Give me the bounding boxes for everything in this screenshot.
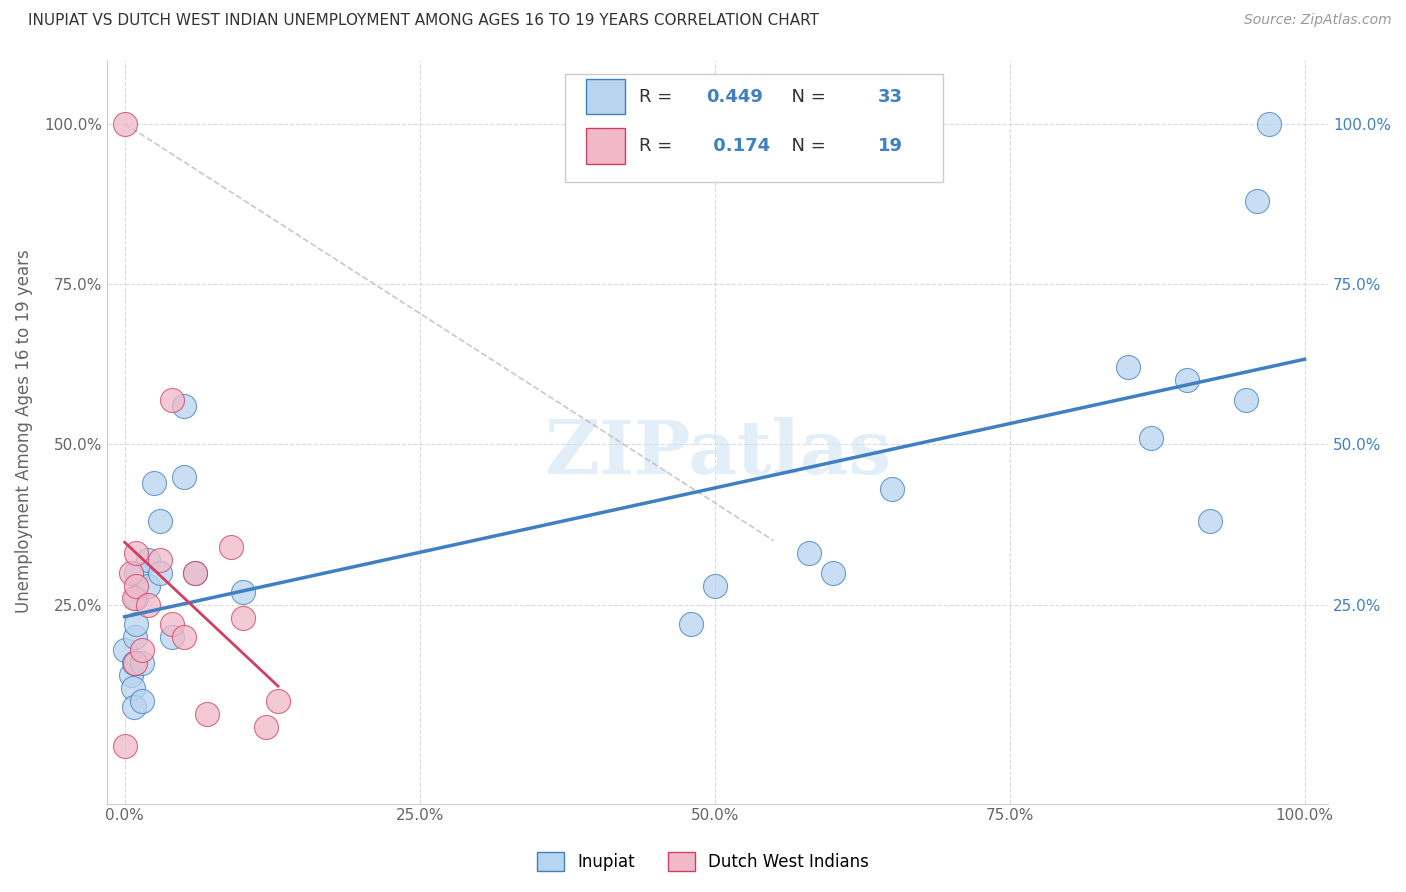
Point	[1140, 431, 1163, 445]
Point	[125, 578, 148, 592]
Point	[131, 642, 153, 657]
Point	[143, 475, 166, 490]
Text: 0.174: 0.174	[707, 136, 769, 154]
Point	[821, 566, 844, 580]
Point	[136, 598, 159, 612]
Point	[136, 578, 159, 592]
Point	[797, 546, 820, 560]
Point	[219, 540, 242, 554]
Point	[703, 578, 725, 592]
Point	[1175, 373, 1198, 387]
Point	[136, 553, 159, 567]
Point	[1116, 360, 1139, 375]
Point	[184, 566, 207, 580]
Point	[1246, 194, 1268, 208]
Text: INUPIAT VS DUTCH WEST INDIAN UNEMPLOYMENT AMONG AGES 16 TO 19 YEARS CORRELATION : INUPIAT VS DUTCH WEST INDIAN UNEMPLOYMEN…	[28, 13, 820, 29]
Point	[149, 515, 172, 529]
Legend: Inupiat, Dutch West Indians: Inupiat, Dutch West Indians	[529, 843, 877, 880]
FancyBboxPatch shape	[586, 128, 624, 163]
Point	[124, 656, 146, 670]
Y-axis label: Unemployment Among Ages 16 to 19 years: Unemployment Among Ages 16 to 19 years	[15, 250, 32, 614]
Point	[125, 591, 148, 606]
Text: 19: 19	[877, 136, 903, 154]
Point	[131, 656, 153, 670]
Point	[679, 617, 702, 632]
Text: R =: R =	[640, 136, 679, 154]
Text: ZIPatlas: ZIPatlas	[544, 417, 891, 491]
Point	[254, 720, 277, 734]
Point	[160, 617, 183, 632]
Text: N =: N =	[780, 136, 831, 154]
Point	[173, 469, 195, 483]
Point	[114, 117, 136, 131]
Point	[131, 694, 153, 708]
Point	[120, 566, 142, 580]
Point	[114, 642, 136, 657]
FancyBboxPatch shape	[586, 78, 624, 114]
Point	[120, 668, 142, 682]
Text: N =: N =	[780, 87, 831, 105]
Text: R =: R =	[640, 87, 679, 105]
Point	[125, 546, 148, 560]
Text: 33: 33	[877, 87, 903, 105]
Point	[1234, 392, 1257, 407]
Point	[114, 739, 136, 753]
Point	[122, 591, 145, 606]
Point	[122, 656, 145, 670]
Point	[195, 706, 218, 721]
Point	[232, 585, 254, 599]
Point	[1258, 117, 1281, 131]
Point	[149, 553, 172, 567]
Point	[125, 617, 148, 632]
Point	[267, 694, 290, 708]
Point	[184, 566, 207, 580]
Point	[160, 392, 183, 407]
Point	[149, 566, 172, 580]
Point	[1199, 515, 1222, 529]
Point	[122, 700, 145, 714]
Point	[125, 566, 148, 580]
Point	[160, 630, 183, 644]
Text: 0.449: 0.449	[707, 87, 763, 105]
Point	[173, 630, 195, 644]
Point	[122, 681, 145, 695]
Text: Source: ZipAtlas.com: Source: ZipAtlas.com	[1244, 13, 1392, 28]
Point	[124, 630, 146, 644]
FancyBboxPatch shape	[565, 74, 943, 182]
Point	[232, 610, 254, 624]
Point	[173, 399, 195, 413]
Point	[880, 483, 903, 497]
